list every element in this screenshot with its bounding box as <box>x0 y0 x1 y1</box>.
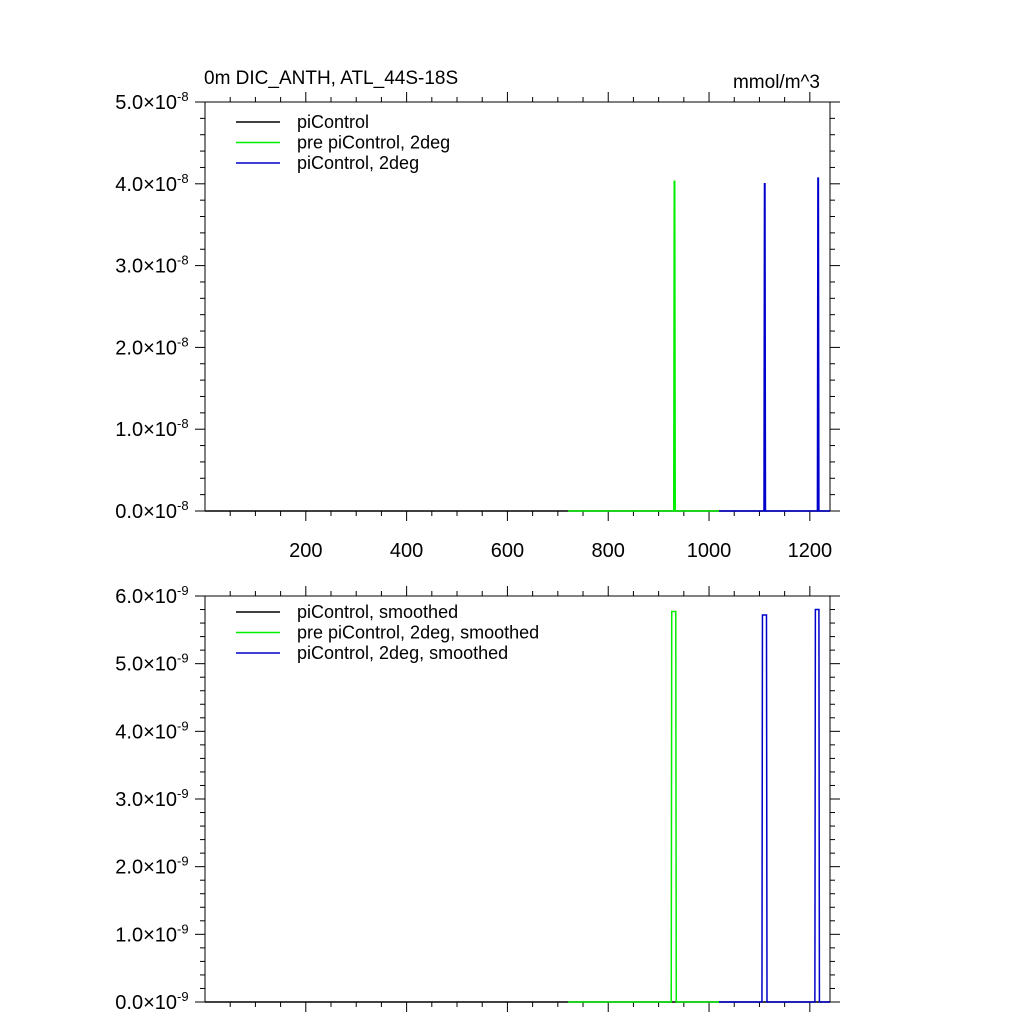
y-tick-label: 1.0×10 <box>115 419 177 441</box>
legend-label: pre piControl, 2deg <box>297 133 450 153</box>
chart-panel-2: 0.0×10 -91.0×10 -92.0×10 -93.0×10 -94.0×10 -9… <box>115 583 840 1014</box>
y-tick-label: 0.0×10 <box>115 992 177 1014</box>
series-line-3 <box>719 608 830 1003</box>
y-tick-exponent: -9 <box>177 583 189 598</box>
legend-label: pre piControl, 2deg, smoothed <box>297 623 539 643</box>
series-line-3 <box>719 177 830 512</box>
legend-label: piControl, 2deg <box>297 153 419 173</box>
y-tick-exponent: -8 <box>177 253 189 268</box>
y-tick-label: 2.0×10 <box>115 857 177 879</box>
y-tick-label: 4.0×10 <box>115 721 177 743</box>
x-tick-label: 400 <box>390 540 423 562</box>
y-tick-label: 5.0×10 <box>115 654 177 676</box>
y-tick-exponent: -8 <box>177 498 189 513</box>
x-tick-label: 800 <box>592 540 625 562</box>
y-tick-exponent: -8 <box>177 416 189 431</box>
series-line-2 <box>567 610 720 1003</box>
x-tick-label: 1000 <box>687 540 732 562</box>
legend-label: piControl, 2deg, smoothed <box>297 643 508 663</box>
y-tick-label: 3.0×10 <box>115 256 177 278</box>
y-tick-exponent: -9 <box>177 718 189 733</box>
y-tick-label: 3.0×10 <box>115 789 177 811</box>
y-tick-label: 0.0×10 <box>115 501 177 523</box>
y-tick-label: 6.0×10 <box>115 586 177 608</box>
y-tick-exponent: -9 <box>177 854 189 869</box>
x-tick-label: 600 <box>491 540 524 562</box>
series-line-2 <box>567 180 720 512</box>
y-tick-exponent: -9 <box>177 921 189 936</box>
x-tick-label: 200 <box>289 540 322 562</box>
chart-title: 0m DIC_ANTH, ATL_44S-18S <box>204 68 458 89</box>
legend-label: piControl, smoothed <box>297 602 458 622</box>
y-tick-exponent: -9 <box>177 651 189 666</box>
legend-label: piControl <box>297 112 369 132</box>
y-tick-exponent: -8 <box>177 171 189 186</box>
y-tick-exponent: -8 <box>177 334 189 349</box>
y-tick-label: 1.0×10 <box>115 924 177 946</box>
units-label: mmol/m^3 <box>733 72 820 93</box>
y-tick-label: 2.0×10 <box>115 337 177 359</box>
y-tick-label: 5.0×10 <box>115 92 177 114</box>
y-tick-exponent: -9 <box>177 786 189 801</box>
y-tick-exponent: -8 <box>177 89 189 104</box>
x-tick-label: 1200 <box>788 540 833 562</box>
y-tick-exponent: -9 <box>177 989 189 1004</box>
y-tick-label: 4.0×10 <box>115 174 177 196</box>
